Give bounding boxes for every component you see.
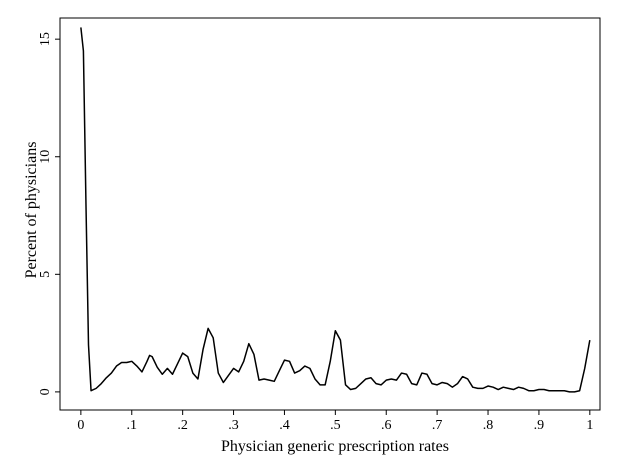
x-tick-label: .6 bbox=[381, 418, 392, 433]
x-tick-label: 1 bbox=[586, 418, 593, 433]
plot-frame bbox=[59, 17, 601, 411]
x-tick-label: .8 bbox=[483, 418, 494, 433]
x-tick-label: 0 bbox=[77, 418, 84, 433]
x-tick-label: .3 bbox=[228, 418, 239, 433]
x-tick-label: .2 bbox=[177, 418, 188, 433]
y-tick-label: 15 bbox=[38, 32, 53, 46]
y-tick-label: 0 bbox=[38, 388, 53, 395]
x-tick-label: .5 bbox=[330, 418, 341, 433]
x-tick-label: .4 bbox=[279, 418, 290, 433]
x-tick-label: .1 bbox=[127, 418, 138, 433]
y-tick-label: 5 bbox=[38, 271, 53, 278]
x-tick-label: .7 bbox=[432, 418, 443, 433]
x-tick-label: .9 bbox=[534, 418, 545, 433]
x-axis-title: Physician generic prescription rates bbox=[221, 438, 449, 455]
line bbox=[80, 27, 591, 393]
y-axis-title: Percent of physicians bbox=[23, 142, 40, 279]
y-tick-label: 10 bbox=[38, 150, 53, 164]
